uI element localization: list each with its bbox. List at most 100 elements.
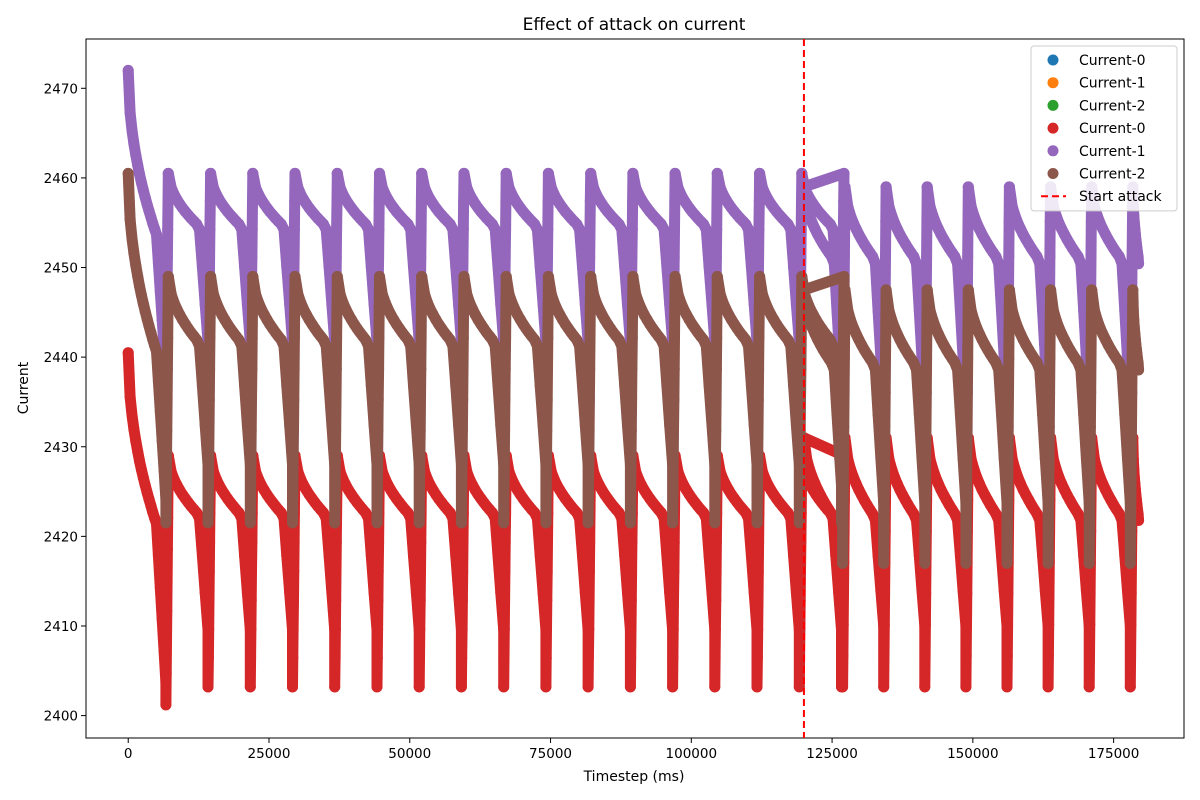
- data-point: [1002, 455, 1014, 467]
- data-point: [130, 149, 142, 161]
- legend-marker: [1047, 99, 1059, 111]
- data-point: [993, 258, 1005, 270]
- legend: Current-0 Current-1 Current-2 Current-0 Curr…: [1030, 45, 1178, 212]
- data-point: [878, 681, 890, 693]
- data-point: [128, 138, 140, 150]
- data-point: [960, 557, 972, 569]
- data-point: [1084, 455, 1096, 467]
- data-point: [798, 284, 810, 296]
- legend-label: Current-2: [1079, 167, 1146, 183]
- x-tick-label: 25000: [248, 746, 291, 762]
- data-point: [457, 251, 469, 263]
- data-point: [911, 364, 922, 376]
- data-point: [583, 455, 595, 467]
- data-point: [239, 380, 251, 392]
- data-point: [492, 261, 504, 273]
- data-point: [405, 340, 417, 352]
- data-point: [961, 421, 973, 433]
- data-point: [751, 681, 763, 693]
- data-point: [709, 681, 721, 693]
- data-point: [668, 363, 680, 375]
- data-point: [961, 619, 972, 631]
- data-point: [542, 251, 553, 263]
- data-point: [920, 588, 932, 599]
- data-point: [1044, 250, 1056, 262]
- data-point: [838, 386, 850, 398]
- legend-marker: [1047, 168, 1059, 179]
- data-point: [288, 332, 300, 344]
- data-point: [134, 280, 145, 292]
- y-tick-label: 2410: [44, 619, 78, 635]
- data-point: [880, 284, 892, 296]
- data-point: [126, 409, 138, 421]
- data-point: [415, 363, 427, 375]
- data-point: [582, 652, 594, 664]
- data-point: [911, 258, 922, 270]
- data-point: [911, 514, 922, 526]
- data-point: [584, 251, 596, 263]
- data-point: [962, 284, 974, 296]
- data-point: [1125, 619, 1137, 631]
- data-point: [584, 223, 596, 235]
- data-point: [450, 550, 462, 562]
- data-point: [202, 681, 214, 693]
- x-tick-label: 50000: [388, 746, 431, 762]
- data-point: [658, 224, 670, 236]
- data-point: [287, 455, 299, 467]
- data-point: [831, 408, 843, 420]
- data-point: [489, 513, 501, 524]
- data-point: [577, 261, 588, 273]
- data-point: [330, 594, 342, 606]
- data-point: [531, 513, 543, 524]
- data-point: [416, 271, 428, 282]
- data-point: [160, 699, 172, 711]
- data-point: [668, 251, 680, 263]
- data-point: [329, 681, 341, 693]
- data-point: [541, 565, 553, 577]
- data-point: [703, 261, 715, 273]
- data-point: [447, 224, 459, 236]
- data-point: [710, 425, 722, 436]
- data-point: [1085, 250, 1097, 262]
- data-point: [204, 223, 216, 235]
- data-point: [794, 486, 806, 498]
- data-point: [372, 594, 384, 606]
- data-point: [1001, 681, 1013, 693]
- data-point: [711, 271, 723, 282]
- data-point: [329, 486, 341, 498]
- data-point: [498, 652, 510, 664]
- data-point: [700, 513, 712, 524]
- y-tick-label: 2450: [44, 261, 78, 277]
- data-point: [669, 332, 680, 344]
- data-point: [456, 652, 468, 664]
- data-point: [954, 408, 966, 420]
- data-point: [287, 623, 299, 635]
- data-point: [541, 594, 553, 606]
- data-point: [883, 201, 895, 212]
- data-point: [278, 513, 290, 524]
- data-point: [323, 380, 335, 392]
- data-point: [457, 565, 469, 577]
- data-point: [330, 394, 342, 406]
- data-point: [921, 352, 933, 364]
- legend-label: Current-0: [1079, 53, 1146, 69]
- data-point: [160, 494, 172, 506]
- data-point: [584, 536, 596, 548]
- data-point: [584, 332, 596, 344]
- data-point: [626, 394, 638, 406]
- data-point: [872, 408, 884, 420]
- data-point: [500, 332, 512, 344]
- data-point: [667, 681, 679, 693]
- data-point: [278, 340, 290, 352]
- data-point: [630, 288, 642, 300]
- x-tick-label: 175000: [1088, 746, 1140, 762]
- data-point: [1124, 681, 1136, 693]
- data-point: [921, 181, 933, 193]
- data-point: [1075, 258, 1087, 270]
- data-point: [703, 550, 715, 562]
- data-point: [499, 536, 511, 548]
- data-point: [540, 486, 552, 498]
- data-point: [669, 223, 680, 235]
- data-point: [246, 332, 258, 344]
